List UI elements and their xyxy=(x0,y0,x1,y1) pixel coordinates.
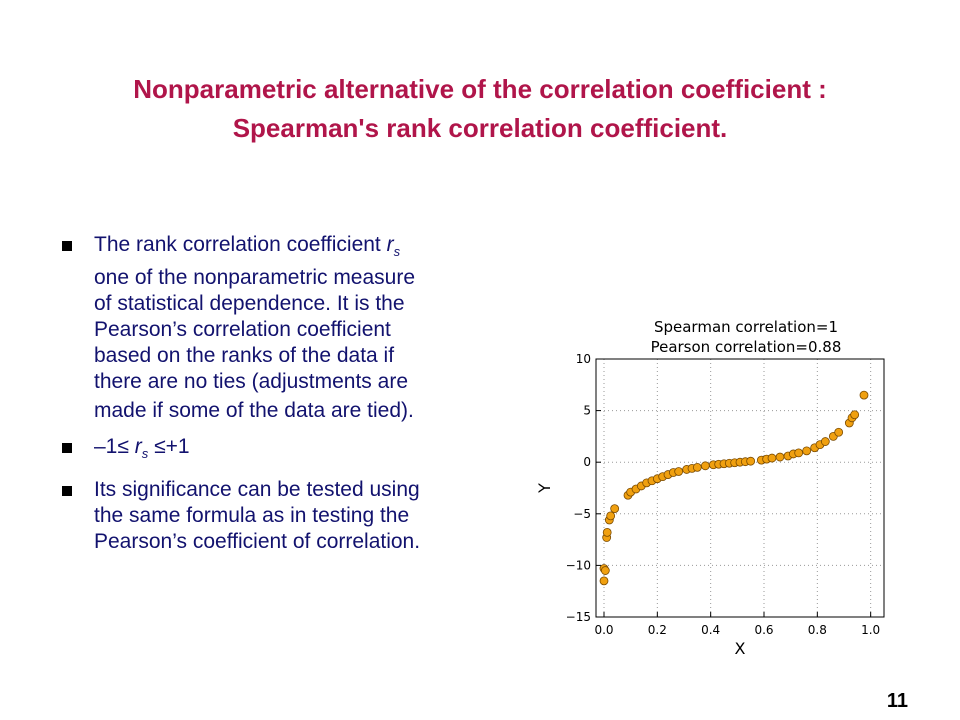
y-tick-label: 10 xyxy=(576,352,591,366)
bullet-item-definition: The rank correlation coefficient rs one … xyxy=(60,232,530,424)
data-point xyxy=(599,576,609,586)
slide-title: Nonparametric alternative of the correla… xyxy=(20,70,940,148)
bullet-line: one of the nonparametric measure xyxy=(94,266,416,289)
data-point xyxy=(674,467,684,476)
x-tick-label: 1.0 xyxy=(861,623,880,637)
title-line-1: Nonparametric alternative of the correla… xyxy=(133,74,827,104)
data-point xyxy=(746,456,756,466)
y-tick-label: 0 xyxy=(583,455,591,469)
data-point xyxy=(692,462,702,472)
bullet-item-significance: Its significance can be tested using the… xyxy=(60,477,530,555)
page-number: 11 xyxy=(886,690,908,712)
data-point xyxy=(820,437,830,446)
rs-symbol: r xyxy=(386,233,394,256)
x-tick-label: 0.4 xyxy=(701,623,720,637)
bullet-line: based on the ranks of the data if xyxy=(94,344,395,367)
scatter-chart: Spearman correlation=1 Pearson correlati… xyxy=(535,318,885,658)
y-tick-label: −15 xyxy=(566,610,591,624)
data-point xyxy=(794,448,804,458)
bullet-line: –1≤ rs ≤+1 xyxy=(94,435,190,461)
data-point xyxy=(610,504,620,514)
bullet-line: there are no ties (adjustments are xyxy=(94,370,408,393)
data-points xyxy=(599,390,869,586)
x-axis-label: X xyxy=(735,639,746,658)
data-point xyxy=(850,410,860,420)
bullet-item-range: –1≤ rs ≤+1 xyxy=(60,434,530,467)
data-point xyxy=(802,446,812,456)
bullet-line: The rank correlation coefficient rs xyxy=(94,233,401,259)
y-tick-label: −5 xyxy=(573,507,591,521)
y-tick-label: 5 xyxy=(583,404,591,418)
data-point xyxy=(834,427,844,437)
bullet-line: Pearson’s correlation coefficient xyxy=(94,318,391,341)
x-tick-label: 0.0 xyxy=(594,623,613,637)
data-point xyxy=(700,461,710,471)
y-axis-label: Y xyxy=(535,483,554,494)
rs-subscript: s xyxy=(141,446,149,461)
rs-symbol: r xyxy=(134,435,142,458)
data-point xyxy=(606,511,616,521)
x-tick-label: 0.6 xyxy=(754,623,773,637)
bullet-line: Its significance can be tested using xyxy=(94,478,420,501)
y-axis-ticks: −15 −10 −5 0 5 10 xyxy=(566,352,601,624)
bullet-line: the same formula as in testing the xyxy=(94,504,410,527)
x-tick-label: 0.2 xyxy=(648,623,667,637)
bullet-line: made if some of the data are tied). xyxy=(94,399,414,422)
title-line-2: Spearman's rank correlation coefficient. xyxy=(232,113,728,143)
bullet-line: of statistical dependence. It is the xyxy=(94,292,405,315)
rs-subscript: s xyxy=(393,244,401,259)
bullet-square-icon xyxy=(62,486,72,496)
data-point xyxy=(775,452,785,462)
chart-title-line-2: Pearson correlation=0.88 xyxy=(651,338,842,356)
bullet-square-icon xyxy=(62,443,72,453)
x-axis-ticks: 0.0 0.2 0.4 0.6 0.8 1.0 xyxy=(594,612,880,637)
data-point xyxy=(767,453,777,463)
plot-frame xyxy=(595,358,885,618)
bullet-line: Pearson’s coefficient of correlation. xyxy=(94,530,421,553)
bullet-square-icon xyxy=(62,241,72,251)
data-point xyxy=(600,566,610,575)
x-tick-label: 0.8 xyxy=(808,623,827,637)
data-point xyxy=(859,390,869,400)
data-point xyxy=(602,527,612,537)
y-tick-label: −10 xyxy=(566,558,591,572)
bullet-list: The rank correlation coefficient rs one … xyxy=(60,232,530,565)
chart-title-line-1: Spearman correlation=1 xyxy=(654,318,838,336)
